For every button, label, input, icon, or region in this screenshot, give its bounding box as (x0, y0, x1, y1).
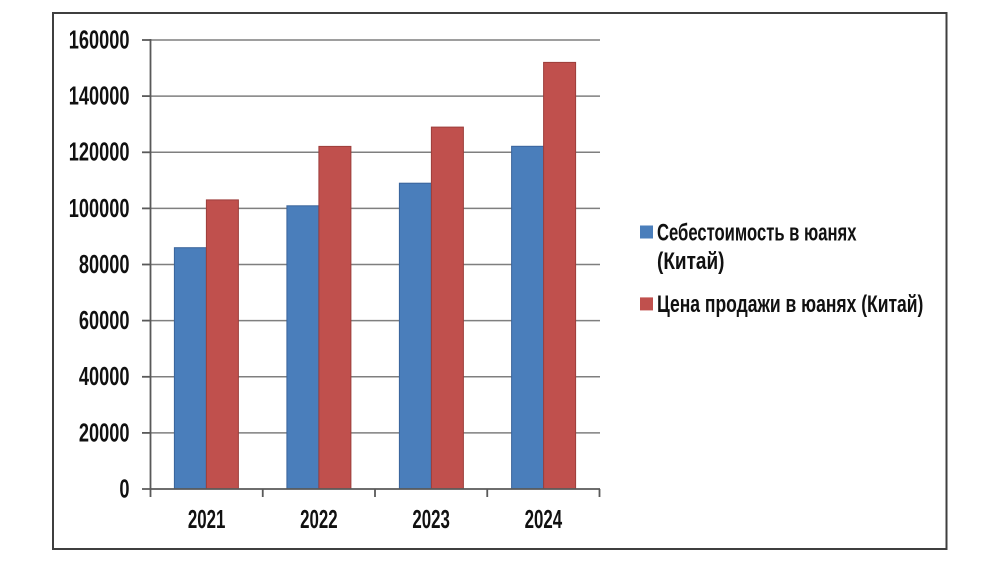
svg-text:100000: 100000 (69, 194, 130, 223)
svg-text:Цена продажи в юанях (Китай): Цена продажи в юанях (Китай) (657, 290, 923, 318)
svg-text:0: 0 (119, 474, 129, 503)
svg-text:120000: 120000 (69, 138, 130, 167)
svg-text:40000: 40000 (79, 362, 130, 391)
svg-text:20000: 20000 (79, 418, 130, 447)
svg-text:80000: 80000 (79, 250, 130, 279)
svg-text:2022: 2022 (300, 504, 338, 534)
svg-text:2024: 2024 (525, 504, 563, 534)
svg-text:2023: 2023 (412, 504, 450, 534)
svg-text:60000: 60000 (79, 306, 130, 335)
svg-text:2021: 2021 (188, 504, 226, 534)
svg-text:140000: 140000 (69, 81, 130, 110)
svg-text:(Китай): (Китай) (657, 247, 724, 275)
svg-text:Себестоимость в юанях: Себестоимость в юанях (657, 220, 857, 247)
svg-text:160000: 160000 (69, 25, 130, 54)
